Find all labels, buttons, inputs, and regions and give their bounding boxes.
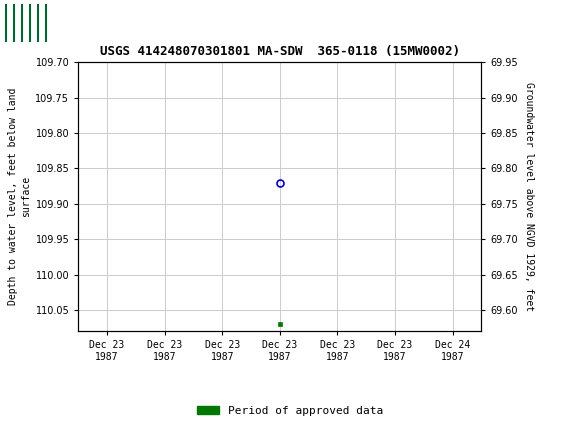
FancyBboxPatch shape	[6, 4, 46, 41]
Title: USGS 414248070301801 MA-SDW  365-0118 (15MW0002): USGS 414248070301801 MA-SDW 365-0118 (15…	[100, 46, 460, 58]
Y-axis label: Groundwater level above NGVD 1929, feet: Groundwater level above NGVD 1929, feet	[524, 82, 534, 311]
Text: USGS: USGS	[55, 14, 110, 31]
Legend: Period of approved data: Period of approved data	[193, 401, 387, 420]
Y-axis label: Depth to water level, feet below land
surface: Depth to water level, feet below land su…	[8, 88, 31, 305]
